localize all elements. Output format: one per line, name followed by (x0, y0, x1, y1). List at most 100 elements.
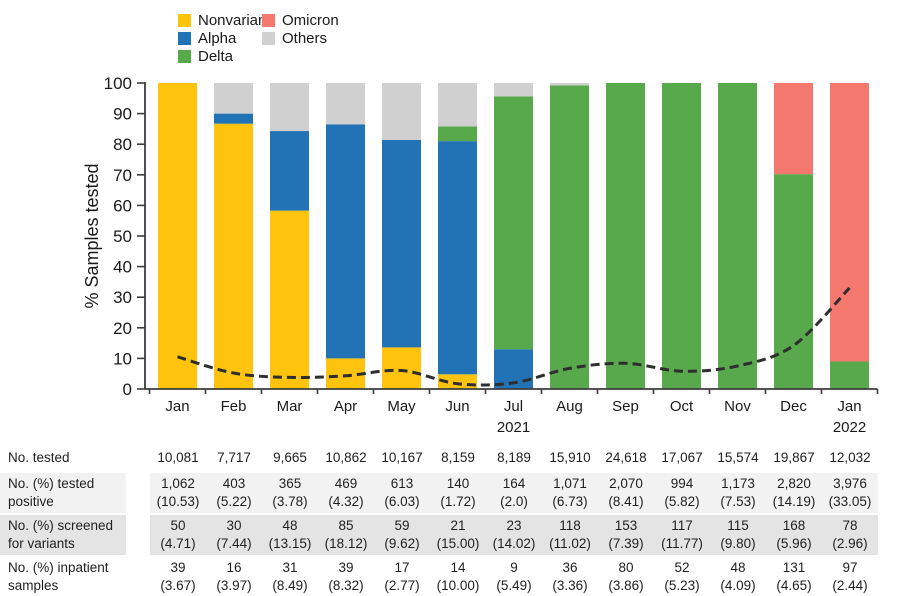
table-cell-value: 994 (670, 476, 694, 492)
table-cell-value: 15,574 (717, 450, 759, 466)
table-cell-percent: (5.49) (496, 578, 532, 593)
bar-segment-delta-10 (718, 83, 757, 389)
table-cell: 23 (14.02) (486, 515, 542, 555)
summary-table: No. tested 10,081 7,717 9,665 10,862 10,167 8,… (0, 445, 878, 596)
legend-label: Delta (198, 48, 234, 65)
table-cell-percent: (4.65) (776, 578, 812, 593)
x-month-label: Nov (724, 398, 751, 415)
legend-swatch-alpha (178, 32, 191, 45)
table-cell-value: 469 (334, 476, 358, 492)
table-cell: 131 (4.65) (766, 557, 822, 596)
table-cell-value: 48 (730, 560, 746, 576)
legend-item-alpha: Alpha (178, 30, 236, 47)
table-cell: 10,862 (318, 445, 374, 471)
table-cell-percent: (8.49) (272, 578, 308, 593)
x-month-label: Feb (221, 398, 247, 415)
stacked-bar-chart: 0 10 20 30 40 50 60 70 80 90 100 Jan Feb Mar Apr May Jun… (82, 74, 879, 436)
table-cell: 1,062 (10.53) (150, 473, 206, 513)
table-row-label: No. (%) screened for variants (0, 515, 126, 555)
table-cell-value: 52 (674, 560, 690, 576)
table-cell: 21 (15.00) (430, 515, 486, 555)
table-cell-percent: (7.53) (720, 494, 756, 509)
legend-item-delta: Delta (178, 48, 233, 65)
bar-segment-omicron-12 (830, 83, 869, 362)
table-cell-percent: (8.41) (608, 494, 644, 509)
table-cell: 140 (1.72) (430, 473, 486, 513)
legend-swatch-omicron (262, 14, 275, 27)
table-cell-value: 24,618 (605, 450, 647, 466)
x-month-label: Jan (837, 398, 861, 415)
table-cell: 39 (3.67) (150, 557, 206, 596)
bar-segment-others-2 (270, 83, 309, 132)
table-cell-value: 12,032 (829, 450, 871, 466)
table-cell-value: 15,910 (549, 450, 591, 466)
table-cell-percent: (5.96) (776, 536, 812, 551)
bar-segment-alpha-2 (270, 131, 309, 211)
table-cell-percent: (3.78) (272, 494, 308, 509)
table-cell-percent: (3.36) (552, 578, 588, 593)
table-cell: 17 (2.77) (374, 557, 430, 596)
bar-segment-delta-11 (774, 174, 813, 389)
y-tick-label: 100 (104, 74, 132, 93)
table-cell-value: 17 (394, 560, 410, 576)
bar-segment-nonvariant-4 (382, 347, 421, 389)
table-cell-value: 2,070 (609, 476, 643, 492)
table-cell-value: 36 (562, 560, 578, 576)
table-cell: 31 (8.49) (262, 557, 318, 596)
table-cell-value: 9 (510, 560, 518, 576)
table-cell-percent: (2.96) (832, 536, 868, 551)
table-cell: 48 (13.15) (262, 515, 318, 555)
y-tick-label: 0 (123, 380, 132, 399)
table-cell-value: 85 (338, 518, 354, 534)
table-cell-value: 140 (446, 476, 470, 492)
table-cell-percent: (7.39) (608, 536, 644, 551)
table-cell: 115 (9.80) (710, 515, 766, 555)
bar-segment-others-6 (494, 83, 533, 97)
table-cell-value: 21 (450, 518, 466, 534)
table-cell-value: 48 (282, 518, 298, 534)
table-cell-value: 164 (502, 476, 526, 492)
legend-item-others: Others (262, 30, 327, 47)
table-cell-value: 78 (842, 518, 858, 534)
x-month-label: Mar (277, 398, 303, 415)
table-cell-percent: (4.71) (160, 536, 196, 551)
x-year-label: 2021 (497, 419, 530, 436)
table-cell-percent: (15.00) (436, 536, 480, 551)
bar-segment-alpha-5 (438, 141, 477, 375)
y-tick-label: 30 (113, 288, 132, 307)
table-cell-percent: (3.67) (160, 578, 196, 593)
table-cell: 10,081 (150, 445, 206, 471)
bar-segment-alpha-1 (214, 113, 253, 124)
table-cell: 164 (2.0) (486, 473, 542, 513)
y-tick-label: 60 (113, 196, 132, 215)
table-cell: 1,071 (6.73) (542, 473, 598, 513)
table-cell-value: 19,867 (773, 450, 815, 466)
table-cell: 3,976 (33.05) (822, 473, 878, 513)
table-cell: 97 (2.44) (822, 557, 878, 596)
table-cell: 9 (5.49) (486, 557, 542, 596)
table-cell: 365 (3.78) (262, 473, 318, 513)
table-cell-percent: (1.72) (440, 494, 476, 509)
table-cell-percent: (6.73) (552, 494, 588, 509)
table-cell-value: 59 (394, 518, 410, 534)
legend-item-nonvariant: Nonvariant (178, 12, 271, 29)
bar-segment-nonvariant-1 (214, 123, 253, 389)
table-cell-percent: (9.62) (384, 536, 420, 551)
table-cell-value: 30 (226, 518, 242, 534)
table-cell-value: 17,067 (661, 450, 703, 466)
table-cell: 7,717 (206, 445, 262, 471)
bar-segment-others-3 (326, 83, 365, 125)
x-month-label: Oct (670, 398, 694, 415)
table-cell-percent: (4.09) (720, 578, 756, 593)
table-cell: 16 (3.97) (206, 557, 262, 596)
table-cell: 994 (5.82) (654, 473, 710, 513)
table-cell: 9,665 (262, 445, 318, 471)
bar-segment-delta-5 (438, 126, 477, 142)
legend-swatch-delta (178, 50, 191, 63)
table-cell: 1,173 (7.53) (710, 473, 766, 513)
table-cell-percent: (4.32) (328, 494, 364, 509)
table-cell-value: 403 (222, 476, 246, 492)
table-cell-value: 39 (338, 560, 354, 576)
table-cell-value: 1,062 (161, 476, 195, 492)
table-cell-value: 14 (450, 560, 466, 576)
